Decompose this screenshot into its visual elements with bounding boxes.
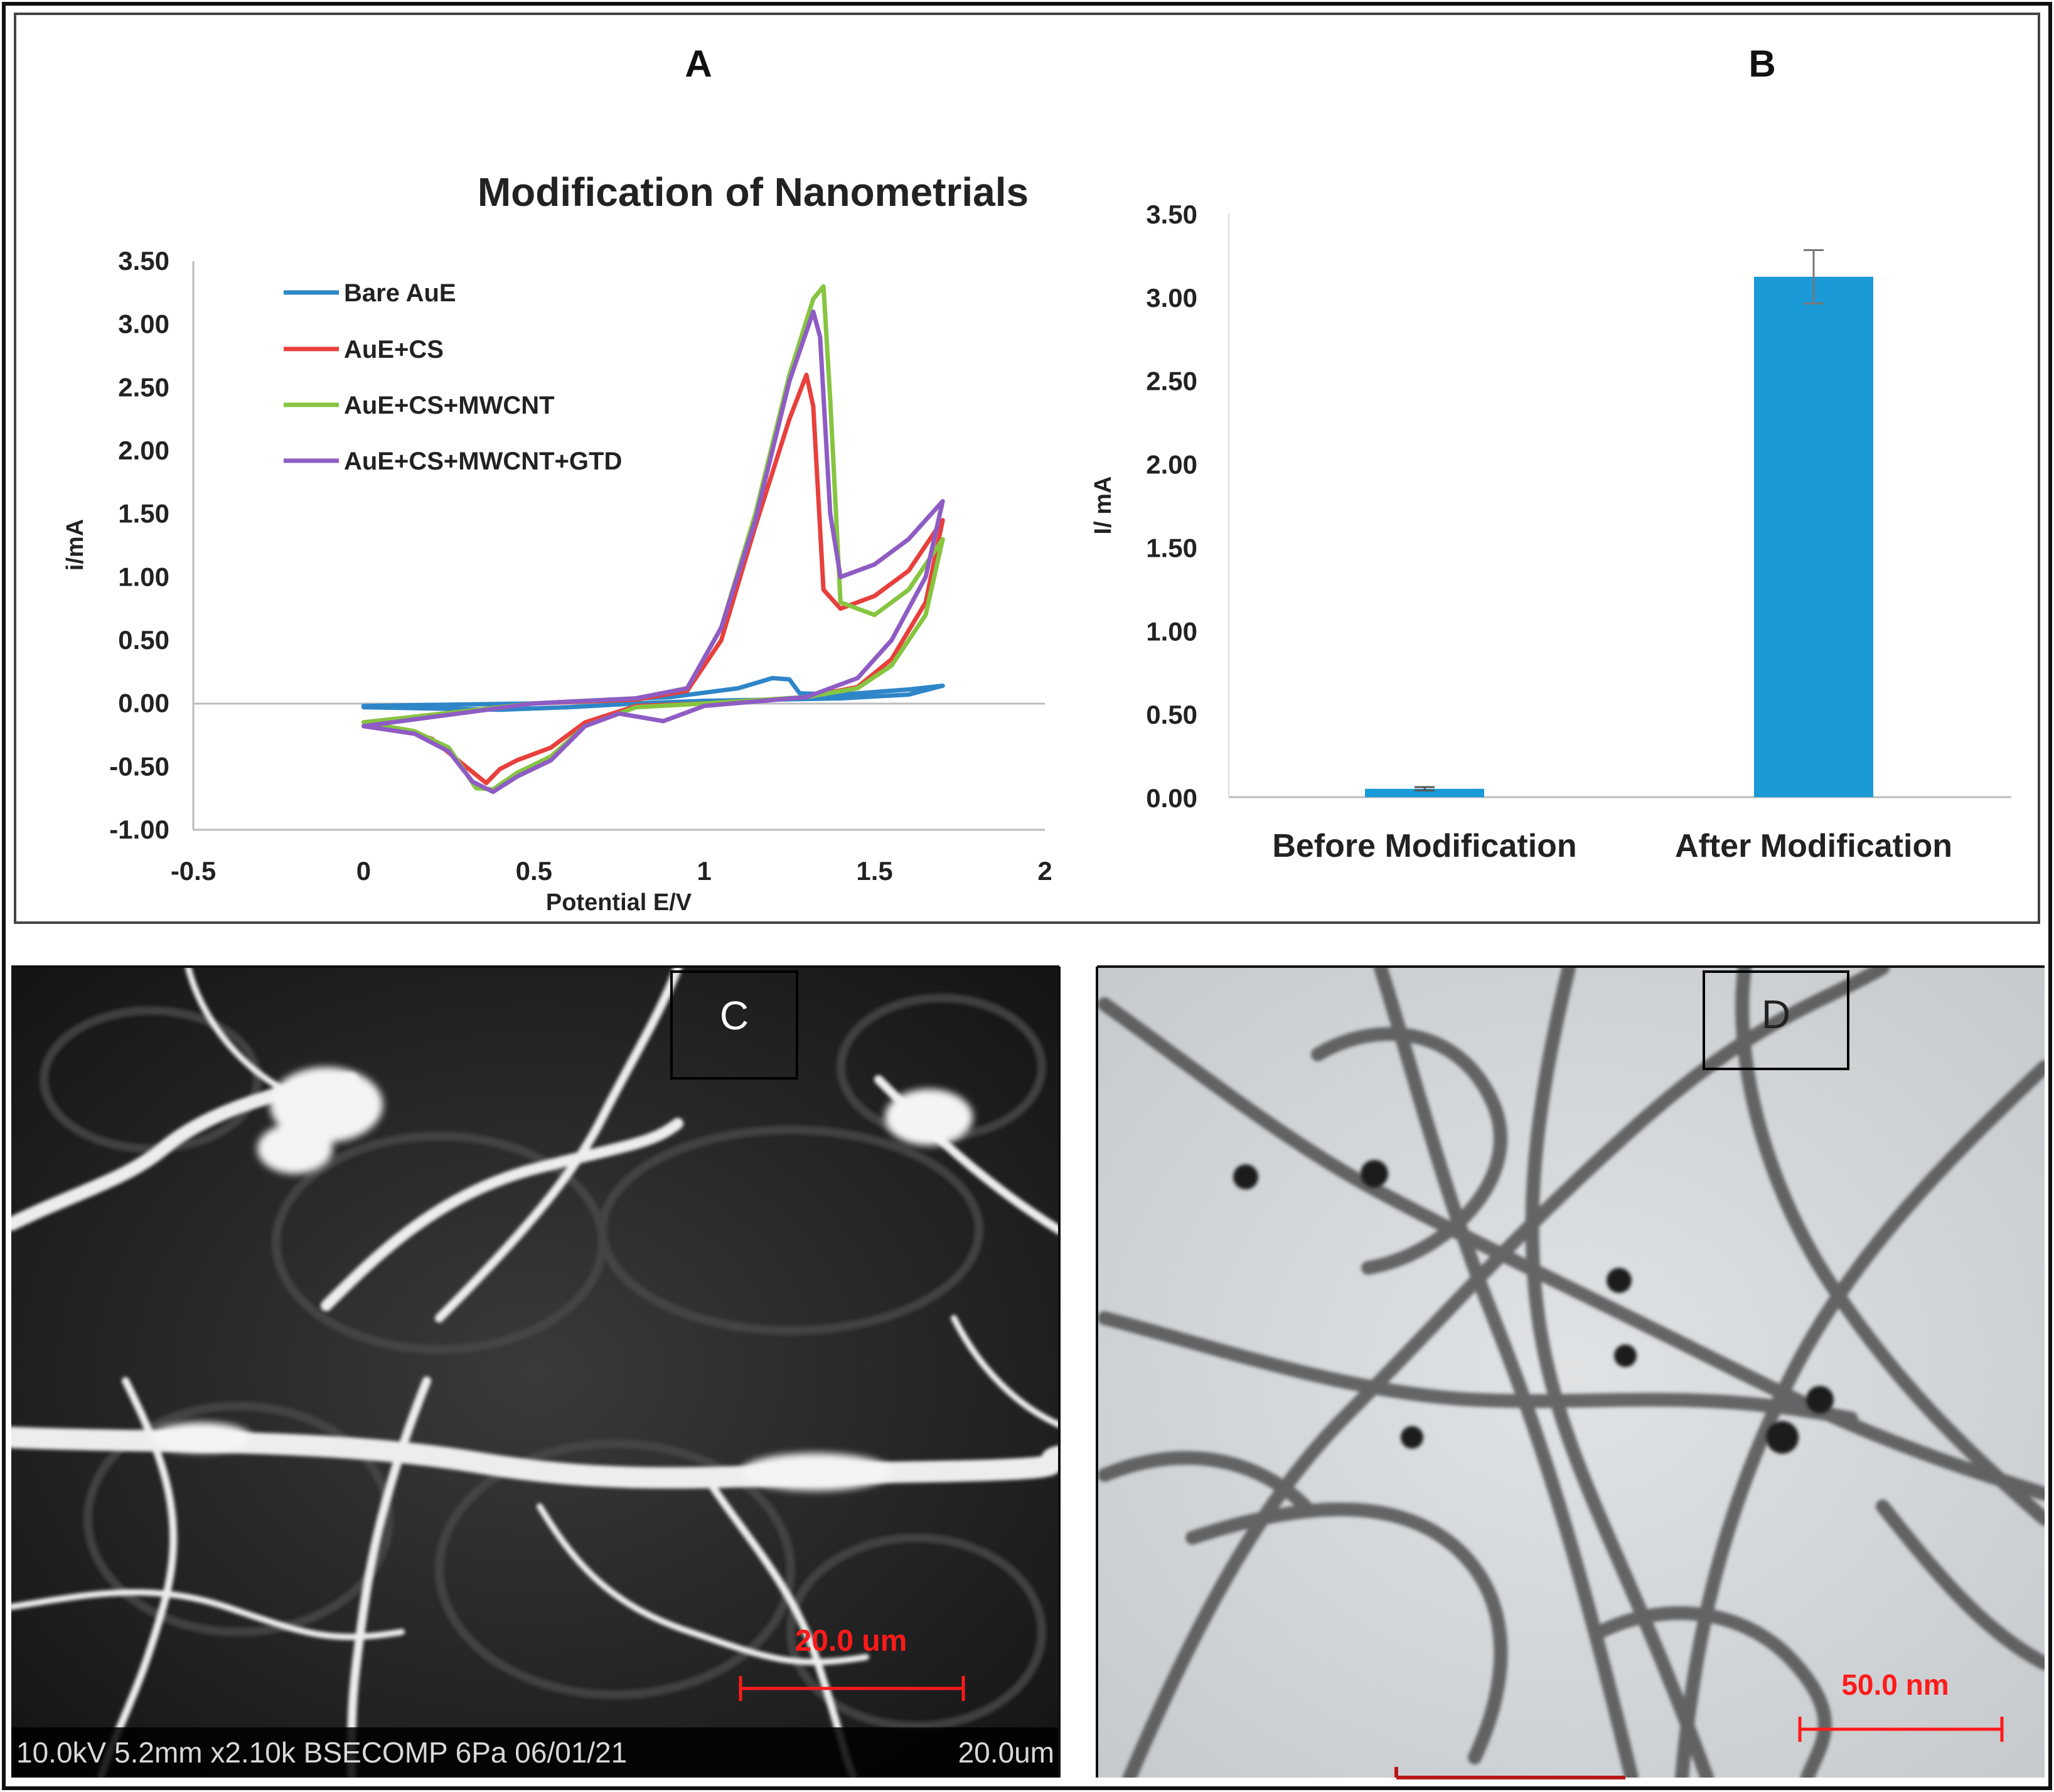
chart-a-ytick: 3.00 bbox=[118, 309, 169, 339]
panel-d-tem-image bbox=[1097, 968, 2045, 1778]
chart-a-series-aue-cs-mwcnt-gtd bbox=[361, 309, 945, 795]
chart-b-y-label: I/ mA bbox=[1090, 476, 1116, 535]
panel-c-label: C bbox=[720, 993, 749, 1038]
panel-c-scale-bar bbox=[739, 1676, 965, 1701]
chart-b-ytick: 2.00 bbox=[1146, 450, 1197, 480]
chart-a-y-label: i/mA bbox=[62, 519, 88, 571]
chart-a-ytick: 0.50 bbox=[118, 625, 169, 655]
chart-a-ytick: 2.00 bbox=[118, 436, 169, 465]
panel-label-a: A bbox=[685, 43, 712, 85]
chart-a-title: Modification of Nanometrials bbox=[478, 169, 1029, 215]
chart-a-ytick: -1.00 bbox=[109, 815, 169, 844]
panel-label-b: B bbox=[1748, 43, 1775, 85]
chart-b: 3.50 3.00 2.50 2.00 1.50 1.00 0.50 0.00 … bbox=[1090, 200, 2011, 864]
panel-d-lower-scale-mark bbox=[1394, 1767, 1625, 1779]
chart-a-series-aue-cs bbox=[361, 372, 945, 785]
chart-b-bar-after bbox=[1754, 276, 1873, 797]
legend-label: AuE+CS bbox=[344, 336, 444, 363]
legend-label: AuE+CS+MWCNT bbox=[344, 392, 555, 419]
chart-b-ytick: 3.00 bbox=[1146, 283, 1197, 313]
panel-c-info-scale: 20.0um bbox=[958, 1736, 1054, 1769]
legend-label: Bare AuE bbox=[344, 279, 456, 307]
chart-a-series-bare-aue bbox=[361, 675, 945, 712]
panel-c-sem-image bbox=[11, 968, 1059, 1778]
chart-a-ytick: 3.50 bbox=[118, 246, 169, 276]
chart-b-ytick: 0.50 bbox=[1146, 700, 1197, 729]
chart-b-bar-before bbox=[1365, 788, 1484, 797]
chart-b-ytick: 1.00 bbox=[1146, 616, 1197, 646]
panel-d-scale-bar bbox=[1798, 1717, 2004, 1742]
panel-c-info-bar bbox=[11, 1727, 1059, 1778]
panel-c-label-box bbox=[670, 970, 798, 1080]
chart-a-xtick: 0 bbox=[356, 856, 371, 886]
chart-a-ytick: 1.50 bbox=[118, 499, 169, 528]
legend-label: AuE+CS+MWCNT+GTD bbox=[344, 448, 622, 475]
chart-a: Modification of Nanometrials 3.50 3.00 2… bbox=[62, 169, 1052, 916]
chart-a-ytick: -0.50 bbox=[109, 751, 169, 781]
chart-a-ytick: 2.50 bbox=[118, 372, 169, 402]
chart-b-ytick: 0.00 bbox=[1146, 783, 1197, 813]
chart-a-xtick: 0.5 bbox=[516, 856, 552, 886]
chart-a-legend: Bare AuE AuE+CS AuE+CS+MWCNT AuE+CS+MWCN… bbox=[284, 279, 622, 475]
panel-d-label: D bbox=[1762, 992, 1790, 1037]
chart-b-errorbar-before bbox=[1415, 786, 1435, 791]
chart-b-ytick: 2.50 bbox=[1146, 367, 1197, 396]
chart-a-xtick: -0.5 bbox=[171, 856, 216, 886]
top-panels-frame bbox=[14, 13, 2040, 924]
chart-b-ytick: 3.50 bbox=[1146, 200, 1197, 229]
chart-b-errorbar-after bbox=[1804, 249, 1824, 304]
chart-a-xtick: 1 bbox=[697, 856, 712, 886]
chart-b-category-after: After Modification bbox=[1675, 828, 1952, 864]
panel-c-scale-text: 20.0 um bbox=[795, 1624, 907, 1658]
chart-a-ytick: 1.00 bbox=[118, 562, 169, 591]
panel-d-scale-text: 50.0 nm bbox=[1841, 1668, 1949, 1701]
chart-a-xtick: 2 bbox=[1037, 856, 1052, 886]
chart-a-ytick: 0.00 bbox=[118, 689, 169, 718]
panel-c-info-text: 10.0kV 5.2mm x2.10k BSECOMP 6Pa 06/01/21 bbox=[16, 1736, 627, 1769]
chart-a-xtick: 1.5 bbox=[856, 856, 892, 886]
chart-b-ytick: 1.50 bbox=[1146, 533, 1197, 562]
chart-b-category-before: Before Modification bbox=[1272, 828, 1576, 864]
chart-a-x-label: Potential E/V bbox=[546, 889, 692, 916]
panel-d-label-box bbox=[1703, 970, 1849, 1070]
